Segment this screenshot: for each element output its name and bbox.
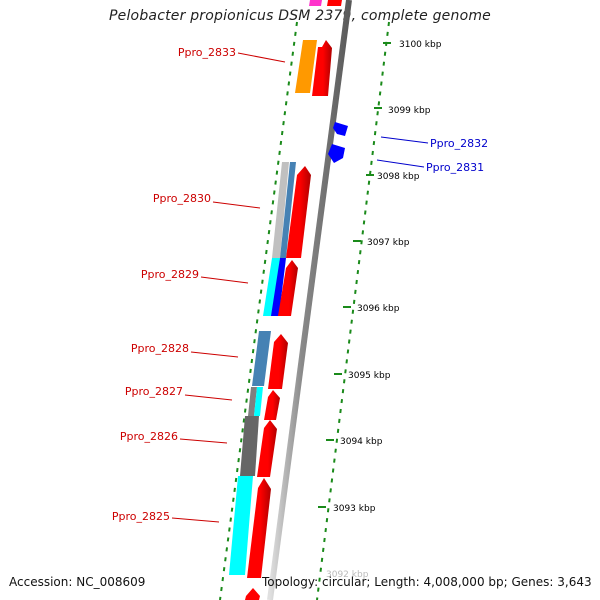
scale-label: 3097 kbp xyxy=(367,238,410,248)
leader-line xyxy=(376,159,425,168)
topology-label: Topology: circular; Length: 4,008,000 bp… xyxy=(262,575,592,589)
leader-line xyxy=(380,136,429,144)
cog-feature-2833 xyxy=(295,40,317,93)
forward-cds-2830 xyxy=(286,166,311,258)
leader-line xyxy=(200,276,249,284)
gene-label-2830[interactable]: Ppro_2830 xyxy=(153,192,211,205)
scale-label: 3098 kbp xyxy=(377,172,420,182)
scale-label: 3094 kbp xyxy=(340,437,383,447)
cog-feature-2826 xyxy=(240,416,259,476)
scale-label: 3092 kbp xyxy=(326,570,369,580)
forward-cds xyxy=(245,588,260,600)
gene-label-2833[interactable]: Ppro_2833 xyxy=(178,46,236,59)
leader-line xyxy=(190,351,239,358)
gene-label-2826[interactable]: Ppro_2826 xyxy=(120,430,178,443)
scale-label: 3093 kbp xyxy=(333,504,376,514)
gene-label-2827[interactable]: Ppro_2827 xyxy=(125,385,183,398)
leader-line xyxy=(212,201,261,209)
reverse-cds-2831 xyxy=(328,144,345,163)
leader-line xyxy=(179,438,228,444)
leader-line xyxy=(184,394,233,401)
gene-label-2831[interactable]: Ppro_2831 xyxy=(426,161,484,174)
inner-dotted-ring xyxy=(219,21,298,600)
forward-cds-2829 xyxy=(278,260,298,316)
scale-label: 3096 kbp xyxy=(357,304,400,314)
gene-label-2825[interactable]: Ppro_2825 xyxy=(112,510,170,523)
genome-title: Pelobacter propionicus DSM 2379, complet… xyxy=(109,8,491,24)
cog-feature-2828 xyxy=(252,331,271,386)
cog-feature-2830-b xyxy=(280,162,296,258)
accession-label: Accession: NC_008609 xyxy=(9,575,146,589)
forward-cds-2828 xyxy=(268,334,288,389)
leader-line xyxy=(171,517,220,523)
outer-dotted-ring xyxy=(316,21,390,600)
scale-label: 3099 kbp xyxy=(388,106,431,116)
cog-feature-2827-b xyxy=(254,387,263,416)
gene-label-2829[interactable]: Ppro_2829 xyxy=(141,268,199,281)
cog-feature-2830-a xyxy=(272,162,289,258)
cog-feature-2829-a xyxy=(263,258,280,316)
gene-label-2828[interactable]: Ppro_2828 xyxy=(131,342,189,355)
cog-feature-2825 xyxy=(229,476,253,575)
scale-label: 3100 kbp xyxy=(399,40,442,50)
leader-line xyxy=(237,52,286,63)
forward-cds-2833 xyxy=(312,40,332,96)
forward-cds-2825 xyxy=(247,478,271,578)
reverse-cds-2832 xyxy=(333,122,348,136)
cog-feature xyxy=(309,0,322,6)
forward-cds xyxy=(327,0,342,6)
gene-label-2832[interactable]: Ppro_2832 xyxy=(430,137,488,150)
backbone-track xyxy=(267,0,352,600)
forward-cds-2827 xyxy=(264,390,280,420)
cog-feature-2829-b xyxy=(271,258,286,316)
forward-cds-2826 xyxy=(257,420,277,477)
scale-label: 3095 kbp xyxy=(348,371,391,381)
